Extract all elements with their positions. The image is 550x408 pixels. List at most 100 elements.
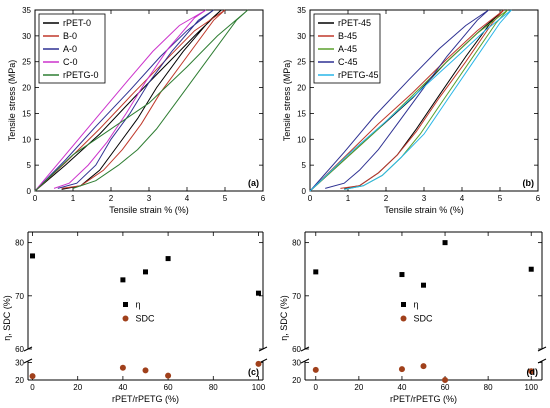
series-line-rPETG-0 xyxy=(34,9,249,192)
y-tick-label: 30 xyxy=(297,32,306,41)
y-tick-label: 20 xyxy=(15,376,24,385)
x-tick-label: 1 xyxy=(71,194,76,203)
point-η xyxy=(442,240,448,246)
x-tick-label: 5 xyxy=(223,194,228,203)
axis-break-mark xyxy=(23,358,33,364)
point-η xyxy=(313,269,319,275)
legend-label: η xyxy=(136,300,141,310)
point-η xyxy=(30,253,36,259)
x-tick-label: 60 xyxy=(164,383,173,392)
x-tick-label: 5 xyxy=(498,194,503,203)
point-η xyxy=(143,269,148,275)
y-tick-label: 15 xyxy=(297,109,306,118)
legend-label: A-45 xyxy=(338,44,357,54)
series-line-C-45 xyxy=(309,9,489,192)
y-tick-label: 25 xyxy=(297,58,306,67)
legend-label: rPETG-45 xyxy=(338,70,379,80)
legend-swatch xyxy=(122,315,129,322)
y-tick-label: 60 xyxy=(292,345,301,354)
x-tick-label: 0 xyxy=(30,383,35,392)
y-tick-label: 30 xyxy=(22,32,31,41)
x-axis-label: Tensile strain % (%) xyxy=(109,205,189,215)
point-SDC xyxy=(142,367,149,374)
y-tick-label: 80 xyxy=(15,239,24,248)
point-η xyxy=(421,282,426,288)
legend-label: η xyxy=(414,300,419,310)
x-tick-label: 1 xyxy=(346,194,351,203)
x-tick-label: 0 xyxy=(33,194,38,203)
x-tick-label: 40 xyxy=(398,383,407,392)
point-η xyxy=(255,290,261,296)
x-tick-label: 80 xyxy=(209,383,218,392)
x-tick-label: 6 xyxy=(536,194,541,203)
y-tick-label: 0 xyxy=(27,187,32,196)
y-axis-label: η, SDC (%) xyxy=(2,295,12,341)
point-SDC xyxy=(312,366,319,373)
x-tick-label: 20 xyxy=(354,383,363,392)
point-SDC xyxy=(420,363,427,370)
x-axis-label: rPET/rPETG (%) xyxy=(112,394,179,404)
y-tick-label: 5 xyxy=(302,161,307,170)
x-tick-label: 3 xyxy=(422,194,427,203)
y-tick-label: 20 xyxy=(292,376,301,385)
legend-swatch xyxy=(400,315,407,322)
y-tick-label: 60 xyxy=(15,345,24,354)
y-tick-label: 10 xyxy=(22,135,31,144)
x-tick-label: 2 xyxy=(109,194,114,203)
point-SDC xyxy=(29,373,36,380)
x-tick-label: 2 xyxy=(384,194,389,203)
y-tick-label: 70 xyxy=(292,292,301,301)
x-tick-label: 4 xyxy=(460,194,465,203)
y-tick-label: 15 xyxy=(22,109,31,118)
legend-swatch xyxy=(123,302,128,307)
point-η xyxy=(399,272,405,278)
y-tick-label: 20 xyxy=(22,84,31,93)
legend-swatch xyxy=(401,302,406,307)
x-tick-label: 100 xyxy=(525,383,539,392)
chart-c: 0 20 40 60 80 100 60 70 80 20 30 rPET/rPETG (%) η, S… xyxy=(2,231,268,404)
series-line-B-0 xyxy=(34,9,226,192)
y-tick-label: 10 xyxy=(297,135,306,144)
panel-label: (a) xyxy=(248,178,259,188)
panel-label: (d) xyxy=(527,367,539,377)
point-SDC xyxy=(398,366,405,373)
x-axis-label: rPET/rPETG (%) xyxy=(390,394,457,404)
point-SDC xyxy=(165,372,172,379)
y-tick-label: 35 xyxy=(22,6,31,15)
legend-label: C-0 xyxy=(63,57,78,67)
x-tick-label: 80 xyxy=(484,383,493,392)
legend-label: B-45 xyxy=(338,31,357,41)
x-tick-label: 20 xyxy=(73,383,82,392)
panel-label: (b) xyxy=(523,178,535,188)
y-tick-label: 25 xyxy=(22,58,31,67)
point-SDC xyxy=(255,360,262,367)
series-line-C-0 xyxy=(34,9,207,192)
y-tick-label: 30 xyxy=(292,359,301,368)
y-tick-label: 20 xyxy=(297,84,306,93)
x-tick-label: 0 xyxy=(314,383,319,392)
legend-label: rPET-45 xyxy=(338,18,371,28)
series-line-rPETG-45 xyxy=(309,9,512,192)
chart-d: 0 20 40 60 80 100 60 70 80 20 30 rPET/rPETG (%) η, S… xyxy=(279,231,547,404)
axis-break-mark xyxy=(300,358,310,364)
legend-label: SDC xyxy=(136,314,156,324)
point-η xyxy=(165,256,171,262)
series-line-A-0 xyxy=(34,9,214,192)
x-tick-label: 60 xyxy=(441,383,450,392)
legend-label: rPETG-0 xyxy=(63,70,99,80)
x-tick-label: 0 xyxy=(308,194,313,203)
panel-label: (c) xyxy=(248,367,259,377)
legend-label: rPET-0 xyxy=(63,18,91,28)
point-η xyxy=(528,266,534,272)
x-tick-label: 6 xyxy=(261,194,266,203)
point-SDC xyxy=(119,364,126,371)
y-tick-label: 0 xyxy=(302,187,307,196)
y-tick-label: 70 xyxy=(15,292,24,301)
legend-label: A-0 xyxy=(63,44,77,54)
legend-label: B-0 xyxy=(63,31,77,41)
point-SDC xyxy=(442,377,449,383)
chart-a: 0 1 2 3 4 5 6 0 5 10 15 20 25 30 35 Tensile strain % (%… xyxy=(7,6,266,215)
y-axis-label: η, SDC (%) xyxy=(279,295,289,341)
point-SDC xyxy=(528,368,535,375)
